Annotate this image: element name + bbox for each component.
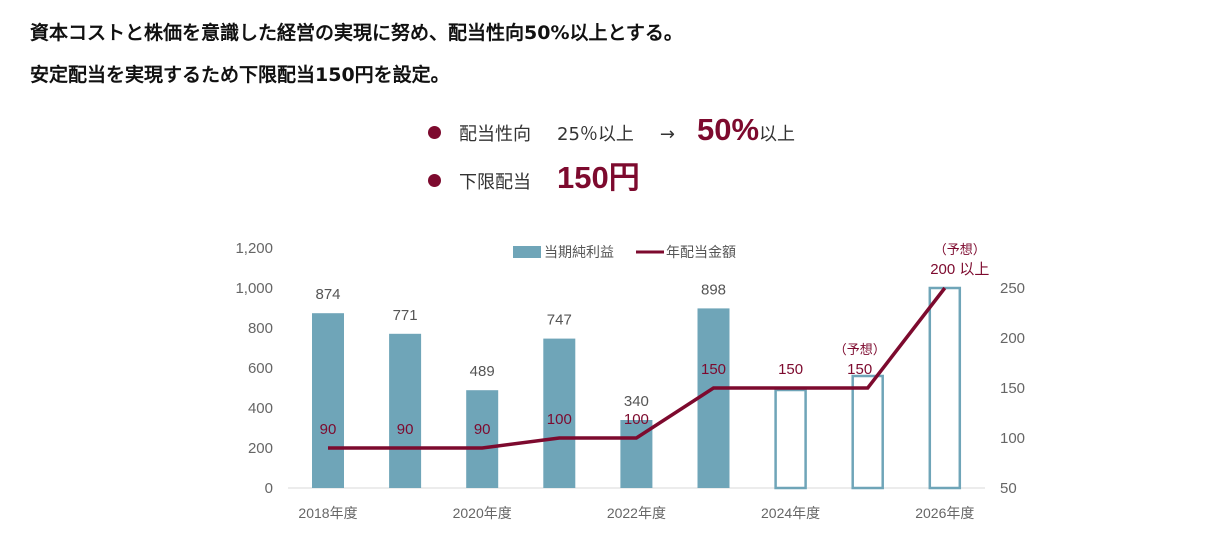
bullet-icon [428, 174, 441, 187]
bar-forecast [774, 388, 807, 490]
bar-data-label: 340 [624, 393, 649, 410]
bar-data-label: 898 [701, 281, 726, 298]
line-data-label: 150 [701, 361, 726, 378]
right-axis-tick: 150 [1000, 380, 1025, 397]
x-axis-tick: 2020年度 [453, 505, 512, 521]
bar [312, 313, 344, 488]
forecast-note: （予想） [934, 242, 986, 257]
left-axis-tick: 600 [248, 360, 273, 377]
point-label: 配当性向 [459, 124, 531, 145]
point-before: 25％以上 [557, 124, 634, 145]
line-data-label: 100 [547, 411, 572, 428]
bar [466, 390, 499, 488]
right-axis-tick: 50 [1000, 480, 1017, 497]
left-axis-tick: 1,200 [235, 240, 273, 257]
left-axis-tick: 1,000 [235, 280, 273, 297]
x-axis-tick: 2022年度 [607, 505, 666, 521]
point-label: 下限配当 [459, 172, 531, 193]
x-axis-tick: 2024年度 [761, 505, 820, 521]
payout-ratio-point: 配当性向 25％以上 → 50% 以上 [428, 112, 795, 148]
bar-data-label: 489 [470, 363, 495, 380]
right-axis-tick: 200 [1000, 330, 1025, 347]
dividend-line [328, 286, 947, 450]
arrow-icon: → [659, 124, 675, 145]
bullet-icon [428, 126, 441, 139]
left-axis-tick: 200 [248, 440, 273, 457]
legend-label-bar: 当期純利益 [544, 244, 614, 260]
left-axis-tick: 0 [265, 480, 273, 497]
line-data-label: 90 [320, 421, 337, 438]
right-axis-tick: 250 [1000, 280, 1025, 297]
left-axis-tick: 400 [248, 400, 273, 417]
point-value: 50% [697, 112, 760, 147]
forecast-note: （予想） [834, 342, 886, 357]
bar [543, 338, 576, 488]
bar-data-label: 874 [315, 286, 340, 303]
left-axis-tick: 800 [248, 320, 273, 337]
line-data-label: 100 [624, 411, 649, 428]
x-axis-tick: 2026年度 [915, 505, 974, 521]
line-data-label: 90 [474, 421, 491, 438]
point-value: 150円 [557, 160, 640, 195]
bar-data-label: 747 [547, 312, 572, 329]
line-data-label: 150 [778, 361, 803, 378]
bar-forecast [928, 286, 962, 490]
bar-data-label: 771 [393, 307, 418, 324]
legend-label-line: 年配当金額 [666, 244, 736, 260]
line-data-label: 150 [847, 361, 872, 378]
line-data-label: 90 [397, 421, 414, 438]
minimum-dividend-point: 下限配当 150円 [428, 152, 640, 197]
bar-forecast [851, 374, 884, 490]
headline-line2: 安定配当を実現するため下限配当150円を設定。 [30, 64, 450, 86]
legend-swatch-bar [513, 246, 541, 258]
point-suffix: 以上 [759, 124, 796, 145]
line-data-label: 200 以上 [930, 261, 989, 278]
headline-line1: 資本コストと株価を意識した経営の実現に努め、配当性向50%以上とする。 [30, 22, 683, 44]
x-axis-tick: 2018年度 [298, 505, 357, 521]
right-axis-tick: 100 [1000, 430, 1025, 447]
bar [389, 333, 422, 488]
bar [697, 308, 730, 488]
